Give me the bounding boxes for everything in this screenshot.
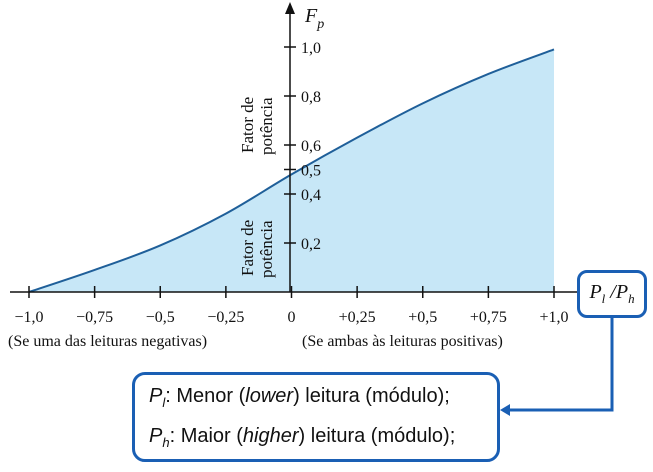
x-tick-label: +1,0: [539, 309, 568, 326]
x-tick-label: 0: [288, 309, 296, 326]
note-positive: (Se ambas às leituras positivas): [302, 333, 503, 350]
legend-box: Pl: Menor (lower) leitura (módulo); Ph: …: [132, 372, 500, 462]
note-negative: (Se uma das leituras negativas): [8, 333, 207, 350]
x-tick-label: −0,25: [207, 309, 244, 326]
y-tick-label: 0,8: [301, 89, 321, 106]
rotated-label-lower-line1: Fator de: [238, 220, 257, 276]
connector-line: [510, 318, 614, 412]
x-axis-title: Pl /Ph: [589, 281, 635, 306]
rotated-label-lower-line2: potência: [257, 220, 276, 278]
y-axis-arrow: [285, 2, 295, 14]
x-tick-label: −0,5: [146, 309, 175, 326]
y-axis-title: Fp: [304, 5, 324, 32]
x-tick-label: −0,75: [76, 309, 113, 326]
y-tick-label: 0,2: [301, 236, 321, 253]
rotated-label-upper-line1: Fator de: [238, 97, 257, 153]
y-tick-label: 0,4: [301, 187, 321, 204]
legend-line-lower: Pl: Menor (lower) leitura (módulo);: [149, 385, 450, 410]
y-tick-label: 1,0: [301, 40, 321, 57]
x-tick-label: +0,75: [470, 309, 507, 326]
area-fill: [29, 49, 554, 293]
legend-line-higher: Ph: Maior (higher) leitura (módulo);: [149, 425, 456, 450]
connector-arrow: [500, 404, 510, 416]
x-tick-label: +0,25: [339, 309, 376, 326]
y-tick-label: 0,6: [301, 138, 321, 155]
x-axis-title-box: Pl /Ph: [577, 270, 647, 318]
y-tick-label: 0,5: [301, 163, 321, 180]
x-tick-label: +0,5: [408, 309, 437, 326]
rotated-label-upper-line2: potência: [257, 97, 276, 155]
x-tick-label: −1,0: [14, 309, 43, 326]
curve-line: [28, 48, 555, 293]
